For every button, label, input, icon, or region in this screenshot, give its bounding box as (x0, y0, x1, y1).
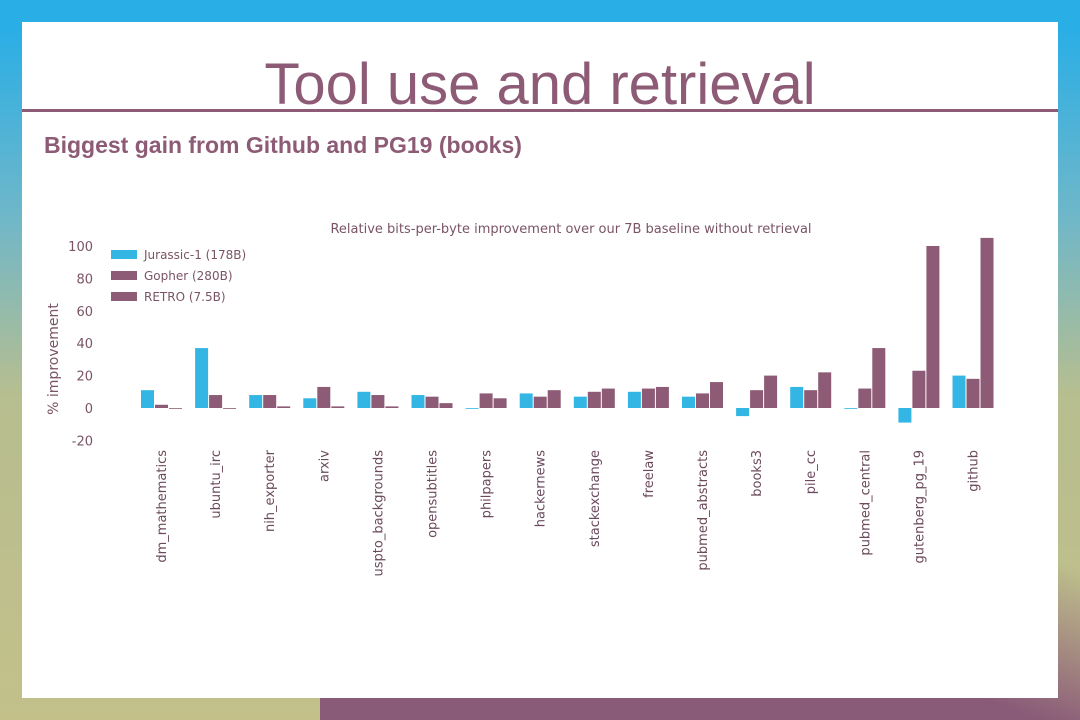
bar-uspto_backgrounds-retro (385, 406, 399, 408)
bar-gutenberg_pg_19-jurassic (898, 408, 912, 423)
bar-ubuntu_irc-gopher (209, 395, 223, 408)
bar-ubuntu_irc-jurassic (195, 348, 209, 408)
bar-pubmed_abstracts-retro (710, 382, 723, 408)
bar-pile_cc-retro (818, 372, 832, 408)
x-tick-label: pile_cc (804, 450, 819, 494)
slide-title: Tool use and retrieval (264, 52, 816, 117)
bar-dm_mathematics-retro (169, 408, 182, 409)
bar-stackexchange-jurassic (573, 396, 587, 408)
bar-pubmed_abstracts-gopher (696, 393, 709, 408)
bar-philpapers-retro (493, 398, 507, 408)
slide: Tool use and retrieval Biggest gain from… (22, 22, 1058, 698)
bar-hackernews-gopher (533, 396, 547, 408)
y-tick-label: 0 (85, 402, 93, 417)
bar-uspto_backgrounds-gopher (371, 395, 385, 408)
y-axis-ticks: 100 80 60 40 20 0 -20 (68, 240, 93, 449)
y-tick-label: 40 (76, 337, 93, 352)
bar-books3-retro (764, 375, 778, 408)
bar-pile_cc-jurassic (790, 386, 804, 408)
bar-philpapers-gopher (479, 393, 493, 408)
x-tick-label: nih_exporter (263, 449, 278, 532)
y-tick-label: 20 (76, 370, 93, 385)
bar-books3-jurassic (736, 408, 750, 417)
x-tick-label: pubmed_central (858, 450, 873, 556)
bar-github-gopher (966, 378, 980, 408)
bar-nih_exporter-jurassic (249, 395, 263, 408)
bar-github-retro (980, 237, 994, 408)
y-tick-label: -20 (72, 434, 93, 449)
bar-hackernews-jurassic (519, 393, 533, 408)
bar-freelaw-jurassic (627, 391, 641, 408)
x-tick-label: arxiv (317, 450, 332, 482)
bar-gutenberg_pg_19-retro (926, 246, 940, 408)
y-axis-label: % improvement (46, 303, 62, 415)
bar-opensubtitles-gopher (425, 396, 439, 408)
bar-hackernews-retro (547, 390, 561, 408)
bar-opensubtitles-retro (439, 403, 453, 408)
legend-swatch (111, 271, 137, 280)
bar-pubmed_abstracts-jurassic (682, 396, 695, 408)
bar-gutenberg_pg_19-gopher (912, 370, 926, 408)
y-tick-label: 80 (76, 272, 93, 287)
x-tick-label: dm_mathematics (155, 450, 170, 563)
x-tick-label: stackexchange (588, 450, 603, 547)
bar-uspto_backgrounds-jurassic (357, 391, 371, 408)
bar-dm_mathematics-jurassic (141, 390, 154, 408)
y-tick-label: 100 (68, 240, 93, 255)
bar-books3-gopher (750, 390, 764, 408)
x-tick-label: github (967, 450, 982, 492)
bar-philpapers-jurassic (465, 408, 479, 409)
bar-freelaw-gopher (641, 388, 655, 408)
legend-label: Jurassic-1 (178B) (143, 248, 246, 262)
bar-pile_cc-gopher (804, 390, 818, 408)
legend-swatch (111, 292, 137, 301)
bar-pubmed_central-retro (872, 348, 886, 408)
chart-title: Relative bits-per-byte improvement over … (330, 222, 811, 237)
bar-nih_exporter-retro (277, 406, 291, 408)
x-tick-label: opensubtitles (426, 450, 441, 538)
bar-stackexchange-retro (601, 388, 615, 408)
bar-dm_mathematics-gopher (155, 404, 168, 408)
bar-arxiv-retro (331, 406, 345, 408)
x-tick-label: hackernews (534, 450, 549, 527)
bar-github-jurassic (952, 375, 966, 408)
bar-arxiv-gopher (317, 386, 331, 408)
x-tick-label: pubmed_abstracts (696, 450, 711, 571)
bar-arxiv-jurassic (303, 398, 317, 408)
title-divider (22, 109, 1058, 112)
slide-subtitle: Biggest gain from Github and PG19 (books… (44, 132, 522, 158)
x-tick-label: gutenberg_pg_19 (912, 450, 927, 564)
legend: Jurassic-1 (178B) Gopher (280B) RETRO (7.5… (111, 248, 246, 304)
x-tick-label: freelaw (642, 450, 657, 498)
y-tick-label: 60 (76, 305, 93, 320)
bar-chart: Relative bits-per-byte improvement over … (46, 222, 994, 576)
bars (141, 237, 994, 423)
x-tick-label: books3 (750, 450, 765, 497)
x-axis-labels: dm_mathematics ubuntu_irc nih_exporter arxi… (155, 449, 982, 576)
bar-stackexchange-gopher (587, 391, 601, 408)
bar-ubuntu_irc-retro (223, 408, 237, 409)
bar-nih_exporter-gopher (263, 395, 277, 408)
legend-swatch (111, 250, 137, 259)
x-tick-label: ubuntu_irc (209, 450, 224, 519)
bar-opensubtitles-jurassic (411, 395, 425, 408)
legend-label: RETRO (7.5B) (144, 290, 226, 304)
bar-pubmed_central-jurassic (844, 408, 858, 409)
x-tick-label: uspto_backgrounds (371, 450, 386, 577)
x-tick-label: philpapers (480, 450, 495, 519)
legend-label: Gopher (280B) (144, 269, 233, 283)
bar-pubmed_central-gopher (858, 388, 872, 408)
bar-freelaw-retro (655, 386, 669, 408)
